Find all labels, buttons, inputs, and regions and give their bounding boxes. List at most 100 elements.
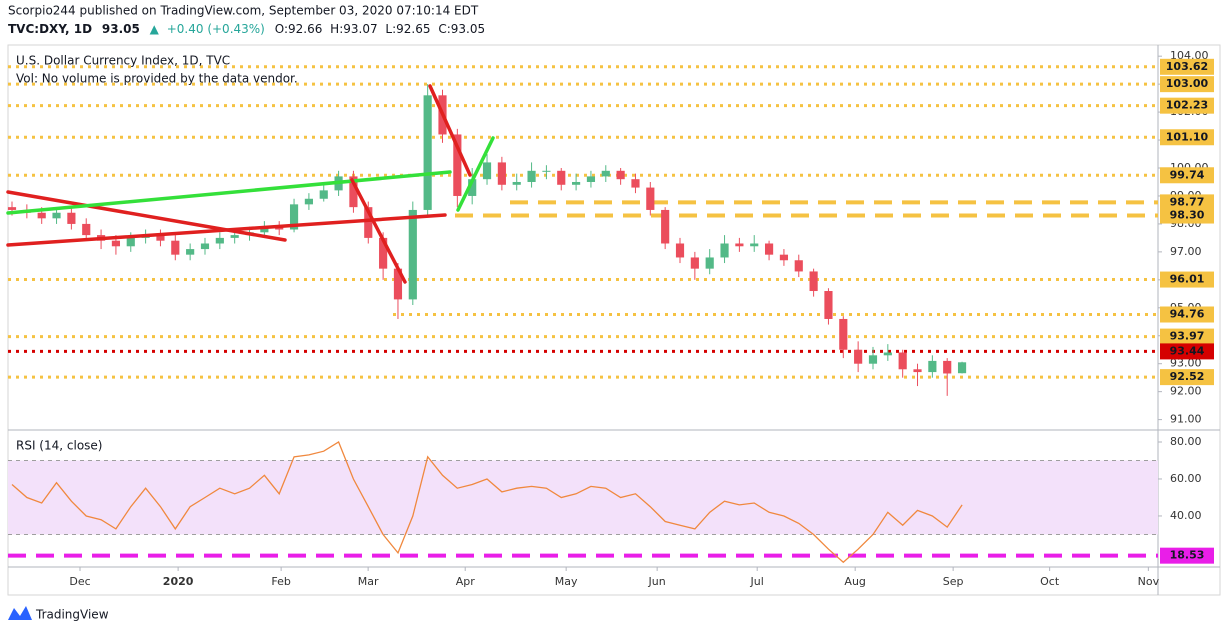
candle-body bbox=[200, 243, 210, 250]
price-level-label: 93.97 bbox=[1170, 330, 1205, 343]
x-tick-label: Dec bbox=[69, 575, 90, 588]
price-level-badge bbox=[1160, 194, 1214, 211]
candle-body bbox=[111, 240, 121, 247]
last-price: 93.05 bbox=[102, 22, 140, 36]
candle-body bbox=[7, 207, 17, 210]
low: L:92.65 bbox=[385, 22, 430, 36]
x-tick-label: Jun bbox=[648, 575, 666, 588]
x-tick-label: May bbox=[555, 575, 578, 588]
change: +0.40 (+0.43%) bbox=[167, 22, 265, 36]
candle-body bbox=[735, 243, 744, 247]
candle-body bbox=[720, 243, 729, 258]
candle-body bbox=[943, 360, 952, 374]
x-tick-label: Aug bbox=[844, 575, 865, 588]
candle-body bbox=[349, 176, 358, 208]
rsi-level-label: 18.53 bbox=[1170, 549, 1205, 562]
trend-line bbox=[456, 136, 495, 212]
rsi-pane bbox=[8, 441, 1158, 564]
symbol-line: TVC:DXY, 1D 93.05 ▲ +0.40 (+0.43%) O:92.… bbox=[8, 22, 485, 36]
candle-body bbox=[839, 318, 848, 350]
candle-body bbox=[52, 212, 61, 219]
price-level-badge bbox=[1160, 167, 1214, 184]
open: O:92.66 bbox=[275, 22, 323, 36]
symbol: TVC:DXY, 1D bbox=[8, 22, 92, 36]
trend-line bbox=[428, 84, 472, 177]
rsi-tick-label: 40.00 bbox=[1170, 509, 1202, 522]
candle-body bbox=[527, 170, 536, 182]
axes: 91.0092.0093.0094.0095.0096.0097.0098.00… bbox=[69, 49, 1214, 588]
x-tick-label: Nov bbox=[1138, 575, 1160, 588]
candle-body bbox=[957, 362, 967, 374]
candle-body bbox=[82, 223, 91, 236]
candle-body bbox=[497, 162, 506, 185]
candle-body bbox=[586, 176, 596, 182]
candle-body bbox=[764, 243, 774, 255]
candle-body bbox=[186, 249, 195, 255]
x-tick-label: Jul bbox=[750, 575, 764, 588]
candle-body bbox=[171, 240, 180, 255]
candle-body bbox=[408, 209, 417, 300]
price-level-label: 99.74 bbox=[1170, 168, 1205, 181]
candle-body bbox=[883, 352, 892, 356]
price-level-label: 92.52 bbox=[1170, 370, 1205, 383]
candle-body bbox=[260, 226, 269, 233]
trend-lines bbox=[6, 84, 495, 284]
y-tick-label: 93.00 bbox=[1170, 357, 1202, 370]
candle-body bbox=[779, 254, 789, 261]
candle-body bbox=[542, 170, 551, 172]
chart-subtitle: Vol: No volume is provided by the data v… bbox=[16, 72, 298, 86]
indicator-title: RSI (14, close) bbox=[16, 439, 102, 453]
trend-line bbox=[6, 190, 287, 242]
footer-logo: TradingView bbox=[8, 606, 109, 622]
price-level-badge bbox=[1160, 369, 1214, 386]
rsi-line bbox=[11, 441, 963, 564]
x-tick-label: 2020 bbox=[163, 575, 194, 588]
candle-body bbox=[453, 134, 462, 196]
price-level-label: 101.10 bbox=[1166, 130, 1209, 143]
candle-body bbox=[215, 237, 224, 244]
close: C:93.05 bbox=[438, 22, 485, 36]
price-level-label: 93.44 bbox=[1170, 344, 1205, 357]
candle-body bbox=[67, 212, 76, 224]
chart-title: U.S. Dollar Currency Index, 1D, TVC bbox=[16, 54, 230, 68]
candle-body bbox=[928, 360, 937, 373]
logo-icon bbox=[8, 606, 32, 620]
y-tick-label: 91.00 bbox=[1170, 413, 1202, 426]
y-tick-label: 97.00 bbox=[1170, 245, 1202, 258]
price-level-label: 94.76 bbox=[1170, 307, 1205, 320]
price-level-label: 103.62 bbox=[1166, 60, 1208, 73]
candle-body bbox=[854, 349, 863, 364]
candle-body bbox=[661, 209, 670, 244]
x-tick-label: Oct bbox=[1040, 575, 1060, 588]
candle-body bbox=[705, 257, 714, 269]
rsi-level-badge bbox=[1160, 547, 1214, 564]
rsi-band bbox=[8, 460, 1158, 535]
candle-body bbox=[572, 181, 581, 185]
candle-body bbox=[898, 352, 907, 370]
change-arrow: ▲ bbox=[150, 22, 160, 36]
candle-body bbox=[913, 369, 922, 373]
price-level-badge bbox=[1160, 306, 1214, 323]
candle-body bbox=[423, 95, 432, 210]
candle-body bbox=[230, 235, 239, 238]
candle-body bbox=[601, 170, 610, 177]
frame bbox=[7, 44, 1221, 596]
candle-body bbox=[868, 355, 878, 364]
price-level-label: 96.01 bbox=[1170, 273, 1205, 286]
candle-body bbox=[468, 179, 477, 196]
high: H:93.07 bbox=[330, 22, 377, 36]
candle-body bbox=[482, 162, 492, 180]
price-level-badge bbox=[1160, 129, 1214, 146]
price-level-badge bbox=[1160, 343, 1214, 360]
price-level-badge bbox=[1160, 328, 1214, 345]
publisher-line: Scorpio244 published on TradingView.com,… bbox=[8, 4, 479, 18]
candle-body bbox=[304, 198, 313, 205]
candle-body bbox=[631, 179, 640, 188]
rsi-tick-label: 60.00 bbox=[1170, 472, 1202, 485]
candle-body bbox=[364, 207, 373, 238]
candle-body bbox=[319, 190, 328, 199]
price-level-label: 103.00 bbox=[1166, 77, 1209, 90]
candle-body bbox=[675, 243, 685, 258]
price-level-badge bbox=[1160, 271, 1214, 288]
trend-line bbox=[350, 178, 407, 284]
